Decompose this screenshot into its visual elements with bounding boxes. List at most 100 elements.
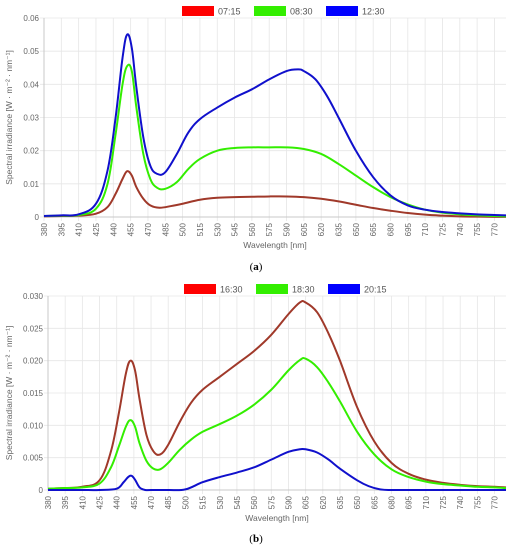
x-tick-label: 380 (40, 222, 49, 236)
x-tick-label: 695 (405, 495, 414, 509)
x-tick-label: 605 (300, 222, 309, 236)
x-tick-label: 740 (456, 495, 465, 509)
x-tick-label: 545 (233, 495, 242, 509)
x-tick-label: 740 (456, 222, 465, 236)
x-tick-label: 605 (302, 495, 311, 509)
y-tick-label: 0.06 (23, 14, 39, 23)
x-tick-label: 560 (250, 495, 259, 509)
legend-label: 20:15 (364, 285, 387, 295)
x-tick-label: 530 (213, 222, 222, 236)
y-tick-label: 0.03 (23, 114, 39, 123)
legend-item[interactable]: 18:30 (256, 284, 315, 295)
series-line-1830 (47, 357, 507, 490)
x-tick-label: 770 (490, 222, 499, 236)
series-line-1630 (47, 300, 507, 490)
y-tick-label: 0 (35, 213, 40, 222)
x-tick-label: 725 (439, 495, 448, 509)
x-tick-label: 470 (144, 222, 153, 236)
legend-item[interactable]: 08:30 (254, 6, 313, 17)
x-tick-label: 665 (370, 495, 379, 509)
legend-swatch (326, 6, 358, 16)
x-axis-title: Wavelength [nm] (243, 240, 306, 250)
x-tick-label: 440 (109, 222, 118, 236)
x-tick-label: 620 (319, 495, 328, 509)
x-tick-label: 770 (491, 495, 500, 509)
legend-b: 16:30 18:30 20:15 (184, 284, 387, 295)
legend-label: 16:30 (220, 285, 243, 295)
x-tick-label: 455 (130, 495, 139, 509)
y-tick-label: 0.005 (23, 454, 44, 463)
y-axis-title: Spectral irradiance [W · m⁻² · nm⁻¹] (4, 326, 14, 461)
x-tick-label: 515 (199, 495, 208, 509)
panel-label-a: (a) (250, 261, 263, 273)
y-tick-label: 0.025 (23, 324, 44, 333)
y-tick-label: 0.04 (23, 80, 39, 89)
x-tick-label: 395 (57, 222, 66, 236)
x-tick-label: 500 (181, 495, 190, 509)
x-axis-title: Wavelength [nm] (245, 513, 308, 523)
x-tick-label: 575 (267, 495, 276, 509)
x-tick-label: 620 (317, 222, 326, 236)
x-tick-label: 485 (161, 222, 170, 236)
x-tick-label: 545 (231, 222, 240, 236)
x-tick-label: 560 (248, 222, 257, 236)
series-line-2015 (48, 447, 506, 492)
x-tick-label: 710 (421, 222, 430, 236)
y-tick-label: 0.010 (23, 421, 44, 430)
x-tick-label: 500 (179, 222, 188, 236)
x-tick-label: 695 (404, 222, 413, 236)
legend-item[interactable]: 12:30 (326, 6, 385, 17)
legend-item[interactable]: 20:15 (328, 284, 387, 295)
legend-a: 07:15 08:30 12:30 (182, 6, 385, 17)
grid-b (44, 295, 506, 494)
x-tick-label: 380 (44, 495, 53, 509)
legend-label: 12:30 (362, 7, 385, 17)
x-tick-label: 680 (388, 495, 397, 509)
x-tick-label: 650 (353, 495, 362, 509)
x-tick-label: 755 (473, 222, 482, 236)
x-tick-label: 485 (164, 495, 173, 509)
x-tick-label: 515 (196, 222, 205, 236)
legend-swatch (182, 6, 214, 16)
x-tick-label: 680 (387, 222, 396, 236)
x-tick-label: 635 (336, 495, 345, 509)
legend-item[interactable]: 16:30 (184, 284, 243, 295)
x-tick-label: 725 (438, 222, 447, 236)
y-tick-label: 0.02 (23, 147, 39, 156)
x-tick-label: 395 (61, 495, 70, 509)
legend-label: 18:30 (292, 285, 315, 295)
x-tick-label: 665 (369, 222, 378, 236)
y-tick-label: 0.015 (23, 389, 44, 398)
x-tick-label: 455 (127, 222, 136, 236)
legend-swatch (254, 6, 286, 16)
y-axis-title: Spectral irradiance [W · m⁻² · nm⁻¹] (4, 50, 14, 185)
x-tick-label: 575 (265, 222, 274, 236)
x-tick-label: 410 (75, 222, 84, 236)
x-tick-label: 635 (335, 222, 344, 236)
series-line-1230 (43, 33, 507, 217)
x-tick-label: 710 (422, 495, 431, 509)
y-tick-label: 0.05 (23, 47, 39, 56)
legend-swatch (328, 284, 360, 294)
x-tick-label: 425 (96, 495, 105, 509)
x-tick-label: 590 (283, 222, 292, 236)
x-tick-label: 755 (473, 495, 482, 509)
legend-swatch (184, 284, 216, 294)
x-tick-label: 590 (284, 495, 293, 509)
y-tick-label: 0.020 (23, 357, 44, 366)
chart-panel-a: 0 0.01 0.02 0.03 0.04 0.05 0.06 380 395 410 425 440… (4, 6, 507, 250)
grid-a (40, 17, 506, 221)
x-tick-label: 470 (147, 495, 156, 509)
x-tick-label: 440 (113, 495, 122, 509)
legend-swatch (256, 284, 288, 294)
panel-label-b: (b) (249, 533, 263, 545)
y-tick-label: 0.030 (23, 292, 44, 301)
x-tick-label: 530 (216, 495, 225, 509)
y-tick-label: 0.01 (23, 180, 39, 189)
x-tick-label: 425 (92, 222, 101, 236)
legend-item[interactable]: 07:15 (182, 6, 241, 17)
legend-label: 07:15 (218, 7, 241, 17)
x-tick-label: 650 (352, 222, 361, 236)
